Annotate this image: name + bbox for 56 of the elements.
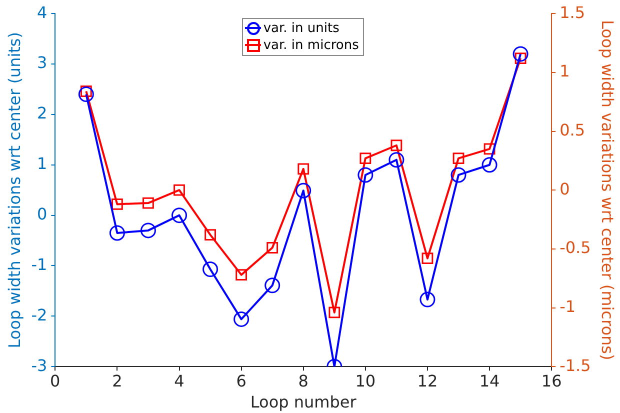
point (484, 143, 496, 155)
point (450, 167, 466, 183)
x-axis-title: Loop number (250, 392, 357, 412)
legend-label: var. in microns (263, 36, 359, 54)
point (172, 208, 188, 224)
legend-label: var. in units (263, 20, 340, 37)
y-tick-label: 3 (36, 53, 48, 72)
x-tick-label: 8 (298, 371, 308, 390)
point (512, 46, 528, 62)
y2-tick-label: 0 (560, 179, 570, 198)
y-tick-label: -2 (31, 305, 48, 324)
point (360, 152, 372, 164)
x-tick-label: 10 (355, 371, 376, 390)
y-axis-title: Loop width variations wrt center (units) (4, 32, 24, 348)
point (78, 86, 94, 102)
y2-tick-label: -1 (560, 296, 576, 316)
y-tick-label: -3 (31, 356, 48, 375)
y2-axis-title: Loop width variations wrt center (microns) (598, 20, 618, 360)
y2-tick-label: 1 (560, 62, 570, 81)
point (358, 167, 374, 183)
x-tick-label: 16 (541, 371, 562, 390)
y2-tick-label: 1.5 (560, 2, 586, 22)
y2-tick-label: -1.5 (560, 356, 591, 375)
point (420, 292, 436, 308)
point (202, 262, 218, 278)
point (266, 242, 278, 254)
point (328, 306, 340, 318)
point (422, 252, 434, 264)
x-tick-label: 2 (112, 371, 122, 390)
point (234, 311, 250, 327)
point (174, 184, 185, 196)
point (236, 269, 248, 281)
y2-tick-label: 0.5 (560, 120, 586, 140)
y-tick-label: 2 (36, 104, 48, 123)
point (142, 197, 154, 209)
point (388, 152, 404, 168)
y-tick-label: 4 (36, 2, 48, 22)
point (204, 229, 216, 241)
x-tick-label: 4 (174, 371, 184, 390)
point (112, 198, 123, 210)
y-tick-label: 0 (36, 204, 48, 224)
x-tick-label: 6 (236, 371, 246, 390)
y-tick-label: -1 (31, 254, 48, 274)
point (264, 278, 280, 294)
point (390, 140, 402, 152)
point (452, 152, 464, 164)
x-tick-label: 12 (417, 371, 438, 390)
y2-tick-label: -0.5 (560, 238, 591, 258)
x-tick-label: 14 (479, 371, 500, 390)
point (482, 157, 498, 173)
x-tick-label: 0 (50, 371, 60, 390)
point (296, 182, 312, 198)
y-tick-label: 1 (36, 154, 48, 174)
point (298, 163, 310, 175)
point (140, 222, 156, 238)
point (109, 225, 125, 241)
